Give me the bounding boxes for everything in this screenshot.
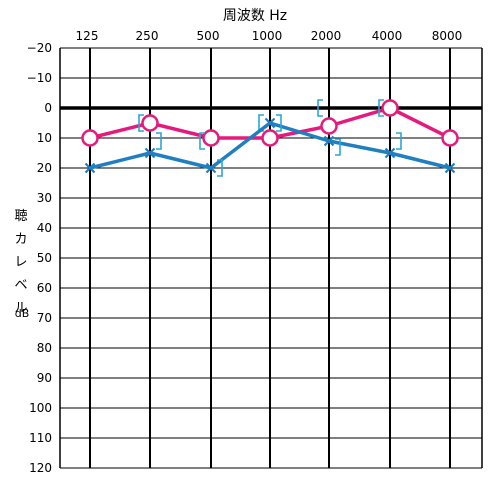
x-tick-label: 4000 bbox=[372, 29, 403, 43]
marker-circle bbox=[202, 129, 220, 147]
bone-bracket bbox=[335, 138, 341, 156]
chart-title: 周波数 Hz bbox=[223, 8, 287, 24]
bone-bracket bbox=[199, 132, 205, 150]
y-tick-label: 40 bbox=[37, 221, 52, 235]
marker-circle bbox=[381, 99, 399, 117]
y-tick-label: −20 bbox=[27, 41, 52, 55]
y-tick-label: 90 bbox=[37, 371, 52, 385]
bone-bracket bbox=[396, 132, 402, 150]
x-tick-labels: 125 250 500 1000 2000 4000 8000 bbox=[76, 29, 463, 43]
grid bbox=[59, 47, 483, 469]
y-tick-label: 110 bbox=[29, 431, 52, 445]
marker-circle bbox=[320, 117, 338, 135]
y-axis-label-char: ル bbox=[14, 301, 27, 316]
marker-cross bbox=[144, 147, 156, 159]
bone-bracket bbox=[317, 99, 323, 117]
marker-cross bbox=[264, 117, 276, 129]
y-tick-label: 80 bbox=[37, 341, 52, 355]
y-tick-label: 70 bbox=[37, 311, 52, 325]
y-tick-label: −10 bbox=[27, 71, 52, 85]
series-layer bbox=[81, 99, 459, 177]
marker-cross bbox=[323, 135, 335, 147]
y-axis-label-char: カ bbox=[14, 232, 27, 247]
marker-cross bbox=[384, 147, 396, 159]
bone-bracket bbox=[378, 99, 384, 117]
y-tick-label: 50 bbox=[37, 251, 52, 265]
y-tick-label: 120 bbox=[29, 461, 52, 475]
y-axis-unit: dB bbox=[15, 307, 30, 320]
marker-circle bbox=[261, 129, 279, 147]
x-tick-label: 1000 bbox=[252, 29, 283, 43]
marker-cross bbox=[205, 162, 217, 174]
x-tick-label: 8000 bbox=[432, 29, 463, 43]
y-axis-label-char: 聴 bbox=[14, 209, 27, 224]
bone-bracket bbox=[217, 159, 223, 177]
x-tick-label: 500 bbox=[197, 29, 220, 43]
marker-circle bbox=[81, 129, 99, 147]
marker-cross bbox=[444, 162, 456, 174]
y-axis-label-char: ベ bbox=[14, 278, 27, 293]
x-tick-label: 2000 bbox=[311, 29, 342, 43]
y-tick-label: 30 bbox=[37, 191, 52, 205]
y-tick-label: 10 bbox=[37, 131, 52, 145]
x-tick-label: 125 bbox=[76, 29, 99, 43]
marker-circle bbox=[141, 114, 159, 132]
y-tick-labels: −20 −10 0 10 20 30 40 50 60 70 80 90 100 110 120 bbox=[27, 41, 52, 475]
marker-cross bbox=[84, 162, 96, 174]
y-tick-label: 60 bbox=[37, 281, 52, 295]
y-tick-label: 100 bbox=[29, 401, 52, 415]
bone-bracket bbox=[276, 114, 282, 132]
bone-bracket bbox=[156, 132, 162, 150]
y-tick-label: 0 bbox=[44, 101, 52, 115]
y-axis-label-char: レ bbox=[14, 255, 27, 270]
y-tick-label: 20 bbox=[37, 161, 52, 175]
marker-circle bbox=[441, 129, 459, 147]
x-tick-label: 250 bbox=[136, 29, 159, 43]
bone-bracket bbox=[138, 114, 144, 132]
